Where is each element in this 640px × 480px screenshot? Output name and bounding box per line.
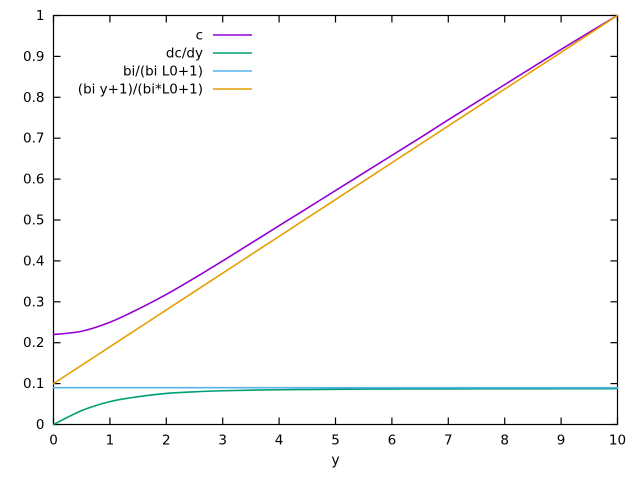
series-line-c <box>52 14 619 336</box>
legend-label-bi-bi-l0-1: bi/(bi L0+1) <box>123 64 203 80</box>
x-tick-label: 0 <box>49 433 58 449</box>
y-tick-label: 0.8 <box>23 90 44 106</box>
series-line-dc-dy <box>52 387 619 426</box>
y-tick-label: 0.5 <box>23 213 44 229</box>
y-tick-label: 0.2 <box>23 335 44 351</box>
y-tick-label: 0.7 <box>23 131 44 147</box>
legend-label-bi-y-1-bi-l0-1: (bi y+1)/(bi*L0+1) <box>78 82 203 98</box>
x-tick-label: 6 <box>388 433 397 449</box>
y-tick-label: 1 <box>36 8 45 24</box>
legend-label-c: c <box>196 28 203 44</box>
y-tick-label: 0.4 <box>23 253 44 269</box>
legend-label-dc-dy: dc/dy <box>166 46 203 62</box>
series-line-bi-y-1-bi-l0-1 <box>52 14 619 385</box>
x-axis-label: y <box>331 453 339 469</box>
y-tick-label: 0.9 <box>23 49 44 65</box>
x-tick-label: 7 <box>444 433 453 449</box>
y-tick-label: 0 <box>36 417 45 433</box>
x-tick-label: 8 <box>500 433 509 449</box>
x-tick-label: 1 <box>106 433 115 449</box>
y-tick-label: 0.6 <box>23 172 44 188</box>
x-tick-label: 3 <box>218 433 227 449</box>
y-tick-label: 0.1 <box>23 376 44 392</box>
x-tick-label: 5 <box>331 433 340 449</box>
x-tick-label: 10 <box>609 433 626 449</box>
y-tick-label: 0.3 <box>23 294 44 310</box>
x-tick-label: 4 <box>275 433 284 449</box>
x-tick-label: 2 <box>162 433 171 449</box>
x-tick-label: 9 <box>557 433 566 449</box>
